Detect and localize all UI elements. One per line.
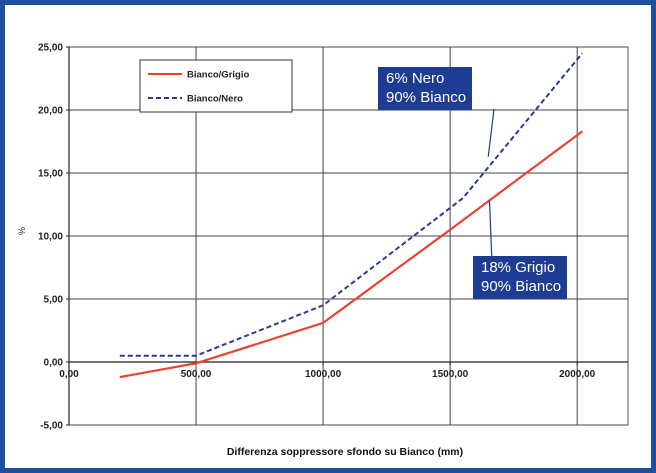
x-tick-label: 1500,00 <box>432 369 469 380</box>
annotation-pointer <box>488 200 493 265</box>
y-tick-label: 0,00 <box>44 358 64 369</box>
x-axis-label: Differenza soppressore sfondo su Bianco … <box>227 446 463 458</box>
series-line-bianco-grigio <box>119 130 583 379</box>
legend-box <box>139 59 293 113</box>
annotation-grigio: 18% Grigio 90% Bianco <box>473 256 568 299</box>
series-line-bianco-nero <box>119 52 584 357</box>
x-tick-label: 2000,00 <box>559 369 596 380</box>
x-tick-label: 1000,00 <box>305 369 342 380</box>
line-chart: -5,00 0,00 5,00 10,00 15,00 20,00 25,00 0,00 50… <box>17 43 629 458</box>
annotation-pointers <box>487 108 495 265</box>
annotation-line: 90% Bianco <box>481 278 562 295</box>
y-tick-label: -5,00 <box>40 421 63 432</box>
legend-label: Bianco/Nero <box>187 94 243 105</box>
x-tick-label: 500,00 <box>181 369 212 380</box>
y-axis-ticks: -5,00 0,00 5,00 10,00 15,00 20,00 25,00 <box>38 43 69 432</box>
y-tick-label: 20,00 <box>38 106 63 117</box>
y-tick-label: 25,00 <box>38 43 63 54</box>
annotation-pointer <box>487 108 495 157</box>
legend-label: Bianco/Grigio <box>187 70 249 81</box>
y-tick-label: 10,00 <box>38 232 63 243</box>
legend: Bianco/Grigio Bianco/Nero <box>139 59 293 113</box>
y-tick-label: 5,00 <box>44 295 64 306</box>
series-lines <box>119 52 584 379</box>
y-tick-label: 15,00 <box>38 169 63 180</box>
annotation-line: 6% Nero <box>386 70 445 87</box>
annotation-line: 18% Grigio <box>481 259 556 276</box>
annotation-line: 90% Bianco <box>386 89 467 106</box>
y-axis-label: % <box>17 227 27 235</box>
x-tick-label: 0,00 <box>59 369 79 380</box>
annotation-nero: 6% Nero 90% Bianco <box>378 67 473 110</box>
